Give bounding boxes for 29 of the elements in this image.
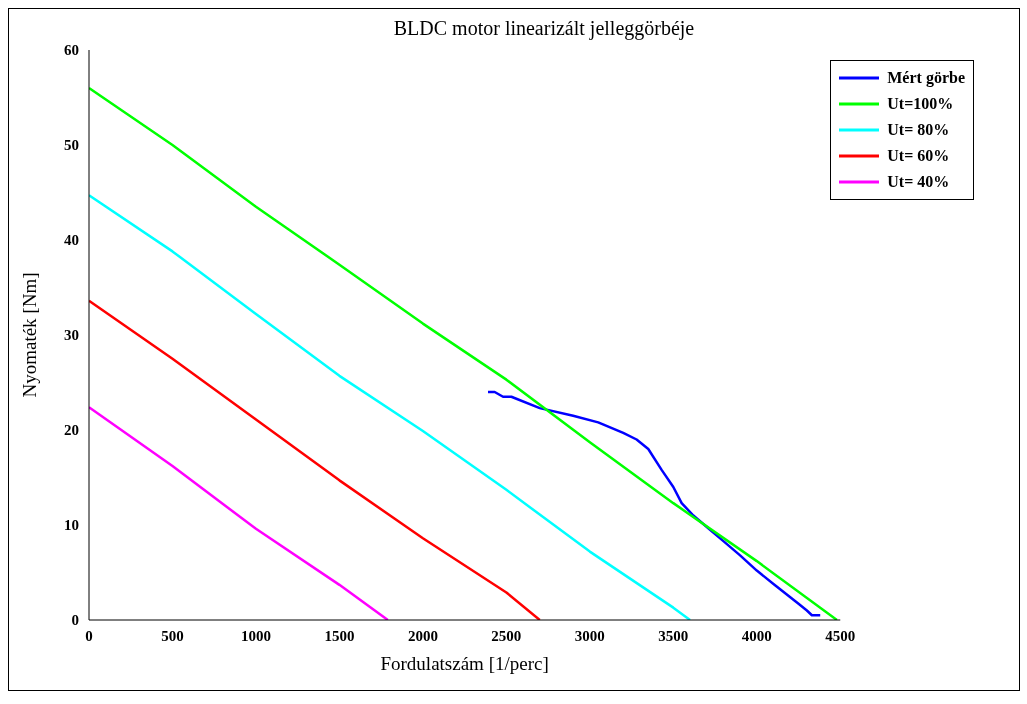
x-tick-label: 4500: [825, 627, 856, 644]
legend-label: Ut= 80%: [887, 120, 950, 140]
line-series: [89, 194, 692, 620]
x-axis-title: Fordulatszám [1/perc]: [380, 653, 549, 674]
legend-label: Ut= 40%: [887, 172, 950, 192]
legend-label: Ut=100%: [887, 94, 954, 114]
y-axis-title: Nyomaték [Nm]: [18, 272, 40, 398]
y-tick-label: 30: [64, 327, 79, 344]
y-tick-label: 40: [64, 232, 79, 249]
y-tick-label: 0: [71, 612, 79, 629]
x-tick-label: 1500: [324, 627, 355, 644]
y-tick-label: 20: [64, 422, 79, 439]
x-tick-label: 500: [161, 627, 184, 644]
line-series: [89, 405, 390, 620]
chart-title: BLDC motor linearizált jelleggörbéje: [392, 17, 696, 40]
legend-label: Ut= 60%: [887, 146, 950, 166]
y-tick-label: 60: [64, 42, 79, 59]
y-tick-label: 50: [64, 137, 79, 154]
x-tick-label: 2500: [491, 627, 522, 644]
line-series: [89, 299, 542, 620]
x-tick-label: 3500: [658, 627, 689, 644]
x-tick-label: 0: [85, 627, 93, 644]
x-tick-label: 3000: [574, 627, 605, 644]
x-tick-label: 1000: [240, 627, 271, 644]
legend-label: Mért görbe: [887, 68, 965, 89]
x-tick-label: 4000: [741, 627, 772, 644]
x-tick-label: 2000: [407, 627, 438, 644]
line-series: [486, 390, 822, 617]
y-tick-label: 10: [64, 517, 79, 534]
